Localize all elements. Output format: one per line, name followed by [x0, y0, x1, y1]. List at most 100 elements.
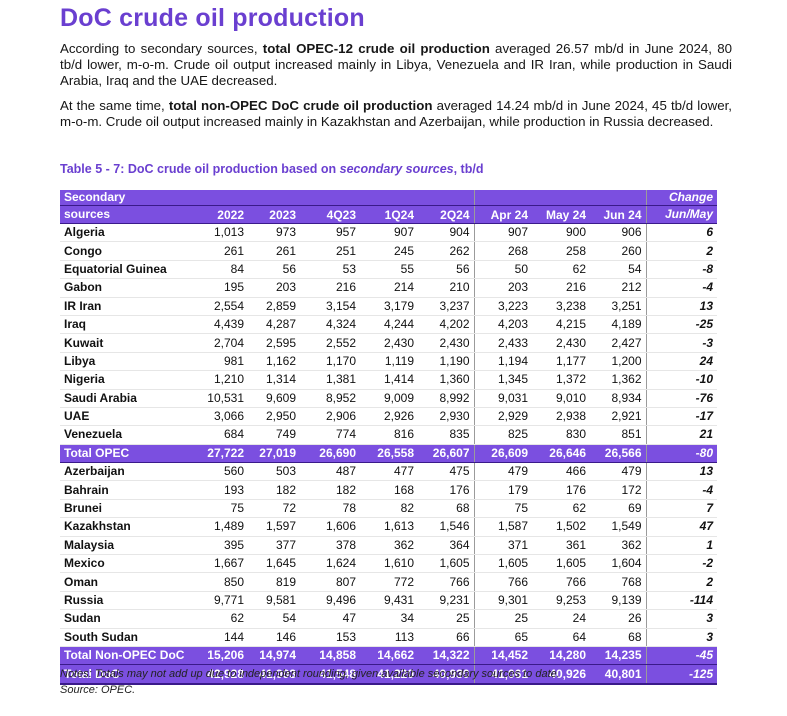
notes-text: Notes: Totals may not add up due to inde… — [60, 668, 560, 680]
paragraph-non-opec-bold: total non-OPEC DoC crude oil production — [168, 98, 433, 113]
table-row: Malaysia 395 377 378 362 364 371 361 362 1 — [60, 536, 717, 556]
table-caption-pre: Table 5 - 7: DoC crude oil production ba… — [60, 162, 340, 176]
row-name: Libya — [60, 352, 192, 372]
row-value: 176 — [532, 480, 590, 500]
row-value: 14,974 — [248, 645, 300, 666]
row-value: 900 — [532, 223, 590, 243]
row-value: 4,202 — [418, 315, 475, 335]
row-value: 144 — [192, 628, 248, 647]
production-table: Secondary Change sources 2022 2023 4Q23 1Q2… — [60, 190, 717, 685]
row-value: 560 — [192, 462, 248, 482]
row-change: -10 — [646, 370, 717, 390]
table-row: Kuwait 2,704 2,595 2,552 2,430 2,430 2,433 2,43… — [60, 333, 717, 353]
row-value: 2,906 — [300, 407, 360, 427]
row-value: 2,704 — [192, 333, 248, 353]
paragraph-non-opec-post: averaged 14.24 mb/d in June 2024, 45 tb/… — [60, 98, 732, 129]
row-value: 82 — [360, 499, 418, 519]
row-value: 362 — [590, 536, 647, 556]
row-value: 772 — [360, 572, 418, 592]
row-value: 371 — [474, 536, 532, 556]
table-row: UAE 3,066 2,950 2,906 2,926 2,930 2,929 2,938 2,… — [60, 407, 717, 427]
row-value: 1,194 — [474, 352, 532, 372]
row-value: 774 — [300, 425, 360, 445]
row-value: 2,433 — [474, 333, 532, 353]
row-value: 766 — [418, 572, 475, 592]
row-change: 21 — [646, 425, 717, 445]
row-value: 2,921 — [590, 407, 647, 427]
row-value: 973 — [248, 223, 300, 243]
row-value: 10,531 — [192, 389, 248, 408]
row-change: 1 — [646, 536, 717, 556]
row-name: UAE — [60, 407, 192, 427]
row-name: Iraq — [60, 315, 192, 335]
row-value: 56 — [248, 260, 300, 280]
table-caption-italic: secondary sources — [339, 162, 454, 176]
row-value: 62 — [532, 260, 590, 280]
header-col-0: 2022 — [192, 205, 248, 224]
row-value: 14,235 — [590, 645, 647, 666]
row-name: Equatorial Guinea — [60, 260, 192, 280]
header-source-line1: Secondary — [60, 190, 192, 206]
row-value: 15,206 — [192, 645, 248, 666]
row-value: 176 — [418, 480, 475, 500]
row-value: 62 — [192, 609, 248, 629]
row-value: 41,993 — [248, 664, 300, 685]
row-value: 24 — [532, 609, 590, 629]
paragraph-opec-post: averaged 26.57 mb/d in June 2024, 80 tb/… — [60, 41, 732, 88]
row-value: 1,190 — [418, 352, 475, 372]
row-value: 2,430 — [418, 333, 475, 353]
row-value: 27,722 — [192, 443, 248, 464]
row-value: 904 — [418, 223, 475, 243]
row-value: 4,287 — [248, 315, 300, 335]
table-row: Total DoC 42,928 41,993 41,548 41,220 40,930 4… — [60, 664, 717, 685]
row-value: 830 — [532, 425, 590, 445]
row-value: 26,690 — [300, 443, 360, 464]
table-row: IR Iran 2,554 2,859 3,154 3,179 3,237 3,223 3,2… — [60, 297, 717, 316]
row-value: 477 — [360, 462, 418, 482]
row-value: 9,139 — [590, 591, 647, 611]
section-heading: DoC crude oil production — [60, 4, 365, 32]
row-name: Mexico — [60, 554, 192, 574]
row-value: 66 — [418, 628, 475, 647]
row-value: 3,251 — [590, 297, 647, 316]
row-value: 25 — [474, 609, 532, 629]
row-value: 906 — [590, 223, 647, 243]
row-value: 14,858 — [300, 645, 360, 666]
row-value: 819 — [248, 572, 300, 592]
row-value: 1,381 — [300, 370, 360, 390]
table-row: Oman 850 819 807 772 766 766 766 768 2 — [60, 572, 717, 592]
table-row: Congo 261 261 251 245 262 268 258 260 2 — [60, 241, 717, 261]
row-value: 2,859 — [248, 297, 300, 316]
row-value: 1,605 — [532, 554, 590, 574]
source-text: Source: OPEC. — [60, 684, 136, 696]
row-value: 182 — [300, 480, 360, 500]
header-col-6: May 24 — [532, 205, 590, 224]
row-value: 179 — [474, 480, 532, 500]
paragraph-opec: According to secondary sources, total OP… — [60, 41, 732, 89]
row-name: Russia — [60, 591, 192, 611]
row-value: 203 — [248, 278, 300, 298]
row-value: 212 — [590, 278, 647, 298]
row-name: Gabon — [60, 278, 192, 298]
row-name: South Sudan — [60, 628, 192, 647]
row-change: -4 — [646, 278, 717, 298]
row-name: Azerbaijan — [60, 462, 192, 482]
row-value: 53 — [300, 260, 360, 280]
row-value: 41,548 — [300, 664, 360, 685]
row-value: 1,549 — [590, 517, 647, 537]
header-col-2: 4Q23 — [300, 205, 360, 224]
row-change: -80 — [646, 443, 717, 464]
row-value: 395 — [192, 536, 248, 556]
row-value: 1,200 — [590, 352, 647, 372]
row-value: 14,662 — [360, 645, 418, 666]
row-value: 475 — [418, 462, 475, 482]
row-value: 40,926 — [532, 664, 590, 685]
row-value: 182 — [248, 480, 300, 500]
row-value: 251 — [300, 241, 360, 261]
header-col-3: 1Q24 — [360, 205, 418, 224]
row-value: 9,009 — [360, 389, 418, 408]
row-change: -17 — [646, 407, 717, 427]
row-value: 193 — [192, 480, 248, 500]
row-value: 377 — [248, 536, 300, 556]
row-name: Brunei — [60, 499, 192, 519]
